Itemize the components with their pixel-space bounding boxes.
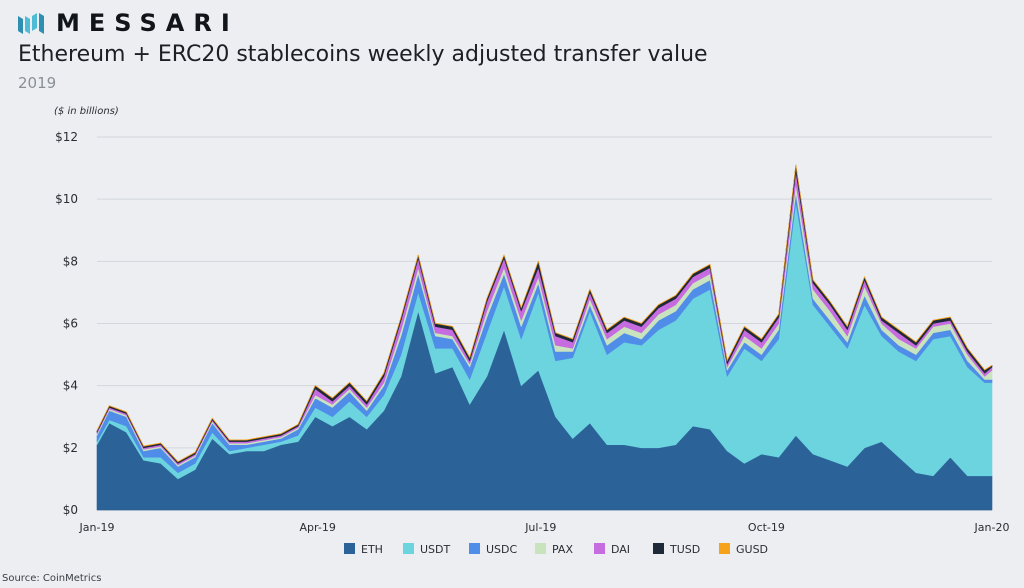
y-unit-note: ($ in billions) xyxy=(54,106,119,117)
legend-label-tusd: TUSD xyxy=(669,543,700,556)
logo-text: MESSARI xyxy=(56,9,239,37)
messari-logo-icon xyxy=(18,13,44,34)
legend-swatch-eth xyxy=(344,543,355,554)
y-tick-label: $2 xyxy=(63,441,78,455)
legend: ETH USDT USDC PAX DAI TUSD GUSD xyxy=(344,543,768,556)
legend-swatch-dai xyxy=(594,543,605,554)
source-note: Source: CoinMetrics xyxy=(2,573,102,584)
y-tick-label: $12 xyxy=(55,130,78,144)
area-layer xyxy=(96,164,993,511)
chart-subtitle: 2019 xyxy=(18,74,57,92)
axis-layer: $0 $2 $4 $6 $8 $10 $12 Jan-19 Apr-19 Jul-19 Oct-19… xyxy=(55,130,1009,534)
legend-label-dai: DAI xyxy=(611,543,630,556)
x-tick-label: Jul-19 xyxy=(524,521,556,534)
legend-swatch-tusd xyxy=(653,543,664,554)
legend-swatch-usdc xyxy=(469,543,480,554)
x-tick-label: Jan-19 xyxy=(79,521,115,534)
messari-logo: MESSARI xyxy=(18,9,239,37)
y-tick-label: $6 xyxy=(63,317,78,331)
legend-label-usdc: USDC xyxy=(486,543,518,556)
legend-swatch-usdt xyxy=(403,543,414,554)
legend-label-usdt: USDT xyxy=(420,543,451,556)
x-tick-label: Oct-19 xyxy=(748,521,785,534)
area-series-gusd xyxy=(96,164,993,463)
legend-label-eth: ETH xyxy=(361,543,383,556)
legend-label-pax: PAX xyxy=(552,543,573,556)
y-tick-label: $4 xyxy=(63,379,78,393)
legend-label-gusd: GUSD xyxy=(736,543,768,556)
legend-swatch-gusd xyxy=(719,543,730,554)
chart-title: Ethereum + ERC20 stablecoins weekly adju… xyxy=(18,42,708,67)
y-tick-label: $8 xyxy=(63,254,78,268)
legend-swatch-pax xyxy=(535,543,546,554)
x-tick-label: Jan-20 xyxy=(974,521,1010,534)
y-tick-label: $0 xyxy=(63,503,78,517)
x-tick-label: Apr-19 xyxy=(300,521,336,534)
y-tick-label: $10 xyxy=(55,192,78,206)
